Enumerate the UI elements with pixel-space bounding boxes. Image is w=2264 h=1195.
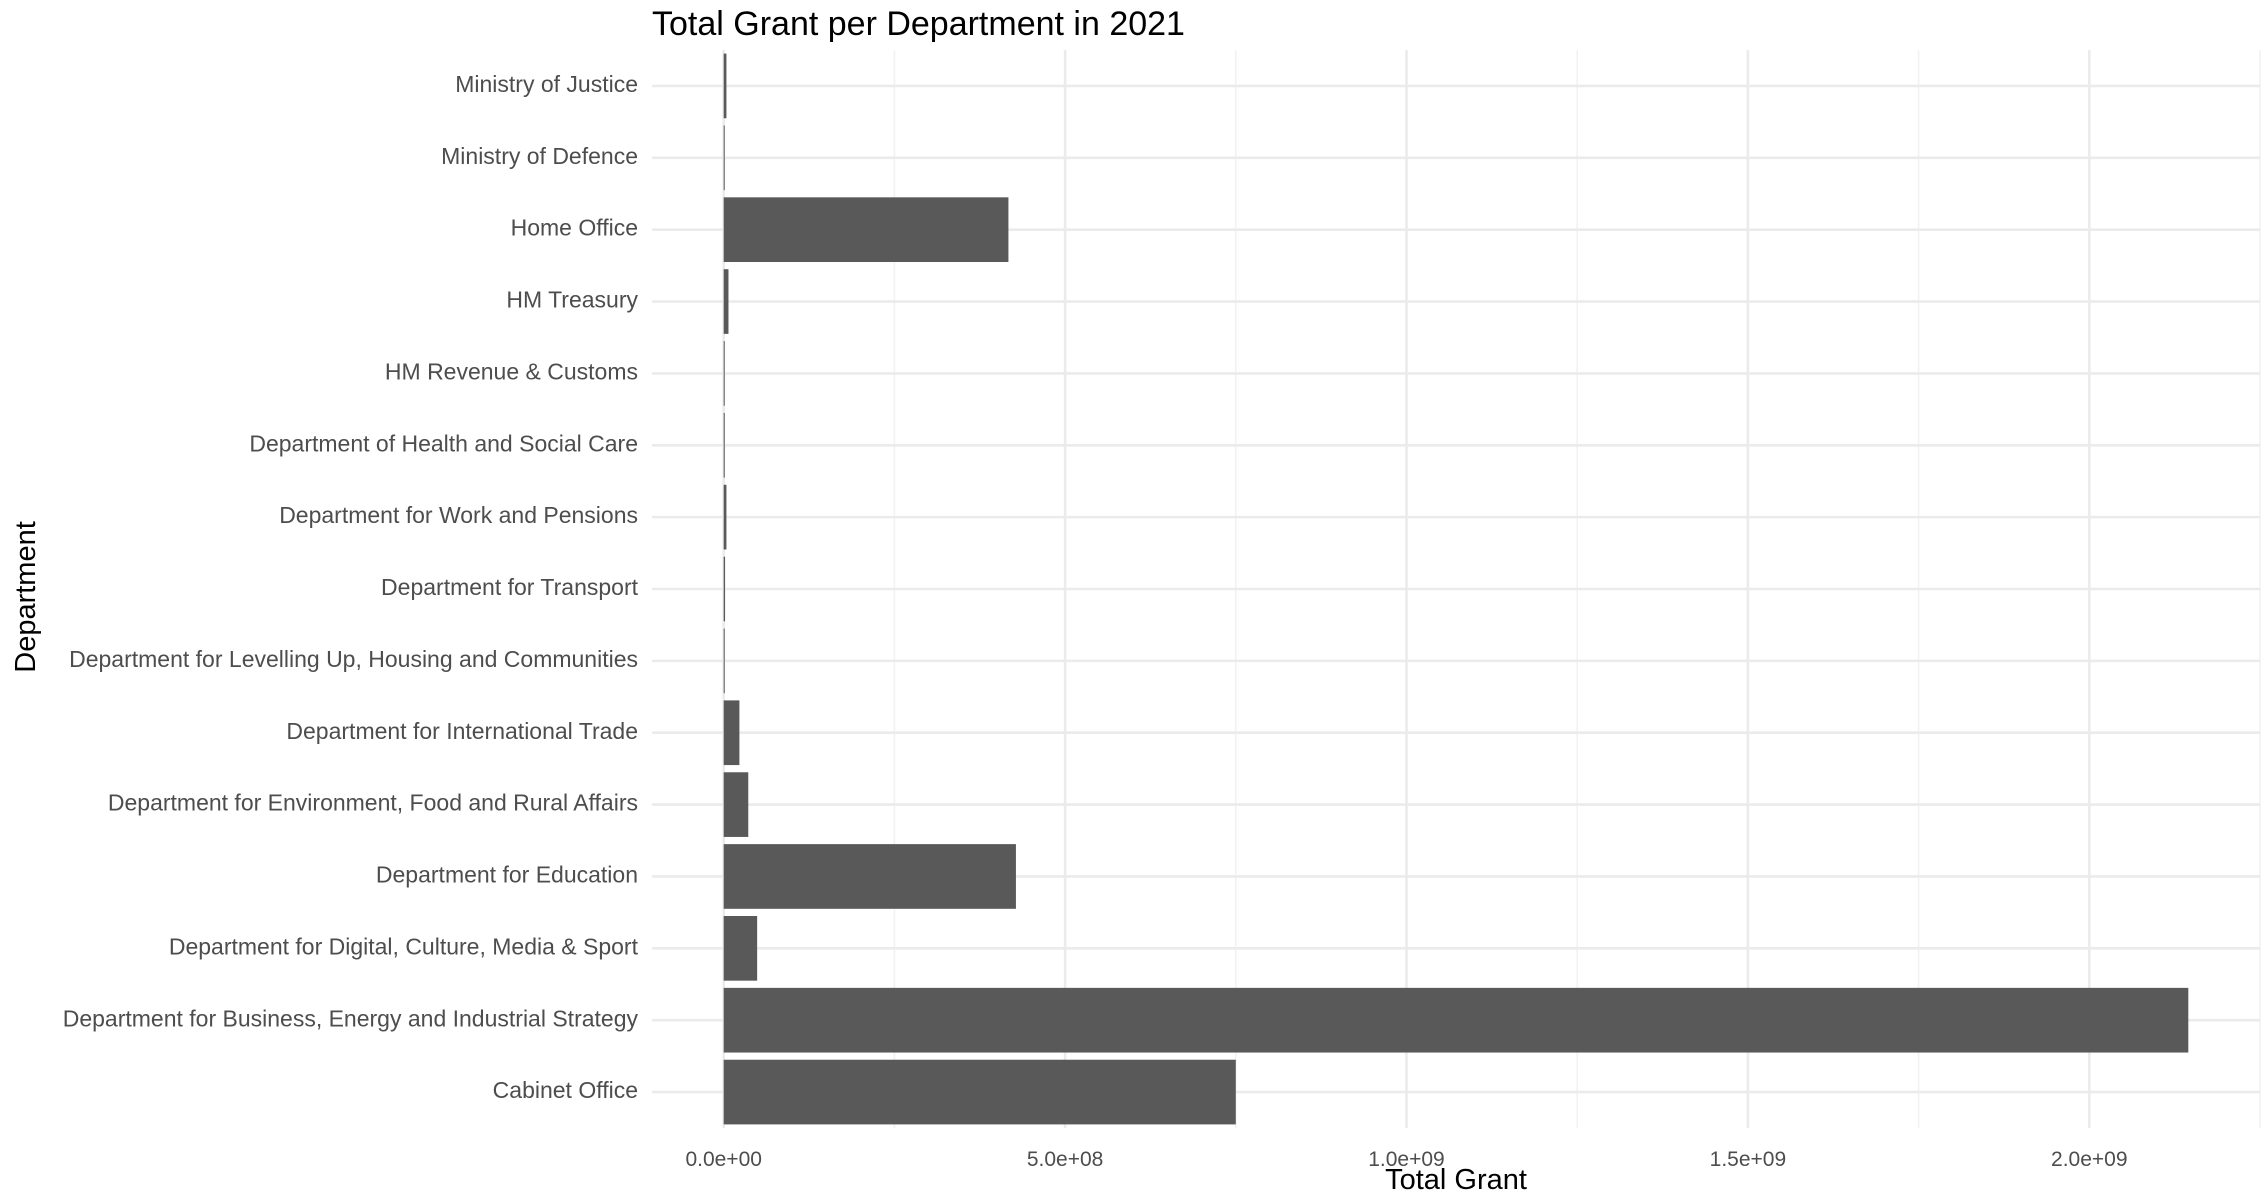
x-tick-label: 1.0e+09 bbox=[1368, 1148, 1445, 1171]
y-tick-label: Ministry of Defence bbox=[441, 143, 638, 169]
bars bbox=[723, 53, 2189, 1125]
y-tick-label: Department of Health and Social Care bbox=[249, 430, 638, 456]
bar bbox=[723, 269, 729, 334]
y-tick-label: Department for International Trade bbox=[286, 718, 638, 744]
bar bbox=[723, 628, 725, 694]
bar bbox=[723, 1059, 1236, 1125]
bar bbox=[723, 412, 725, 478]
bar bbox=[723, 844, 1016, 909]
y-axis-title: Department bbox=[10, 521, 42, 673]
y-tick-label: Department for Work and Pensions bbox=[279, 502, 638, 528]
bar bbox=[723, 341, 725, 406]
bar bbox=[723, 197, 1009, 263]
x-axis-title: Total Grant bbox=[1385, 1164, 1527, 1195]
bar bbox=[723, 915, 758, 981]
y-tick-label: Department for Business, Energy and Indu… bbox=[63, 1005, 639, 1031]
x-tick-labels: 0.0e+00 5.0e+08 1.0e+09 1.5e+09 2.0e+09 bbox=[685, 1148, 2127, 1171]
y-tick-label: Department for Transport bbox=[381, 574, 639, 600]
y-tick-label: HM Treasury bbox=[506, 287, 638, 313]
y-tick-label: Department for Digital, Culture, Media &… bbox=[169, 933, 639, 959]
y-tick-label: HM Revenue & Customs bbox=[385, 358, 638, 384]
bar bbox=[723, 700, 740, 766]
bar bbox=[723, 53, 727, 119]
x-tick-label: 1.5e+09 bbox=[1710, 1148, 1787, 1171]
y-tick-label: Home Office bbox=[511, 215, 638, 241]
y-tick-label: Department for Education bbox=[376, 862, 638, 888]
y-tick-label: Department for Environment, Food and Rur… bbox=[108, 790, 638, 816]
bar bbox=[723, 987, 2189, 1053]
bar bbox=[723, 556, 726, 622]
y-tick-label: Ministry of Justice bbox=[455, 71, 638, 97]
bar bbox=[723, 125, 725, 191]
y-tick-label: Cabinet Office bbox=[493, 1077, 638, 1103]
x-tick-label: 0.0e+00 bbox=[685, 1148, 762, 1171]
bar bbox=[723, 484, 727, 550]
y-tick-label: Department for Levelling Up, Housing and… bbox=[69, 646, 638, 672]
chart-title: Total Grant per Department in 2021 bbox=[652, 5, 1185, 43]
x-tick-label: 5.0e+08 bbox=[1027, 1148, 1104, 1171]
y-tick-labels: Cabinet Office Department for Business, E… bbox=[63, 71, 639, 1103]
bar bbox=[723, 772, 749, 837]
x-tick-label: 2.0e+09 bbox=[2051, 1148, 2128, 1171]
